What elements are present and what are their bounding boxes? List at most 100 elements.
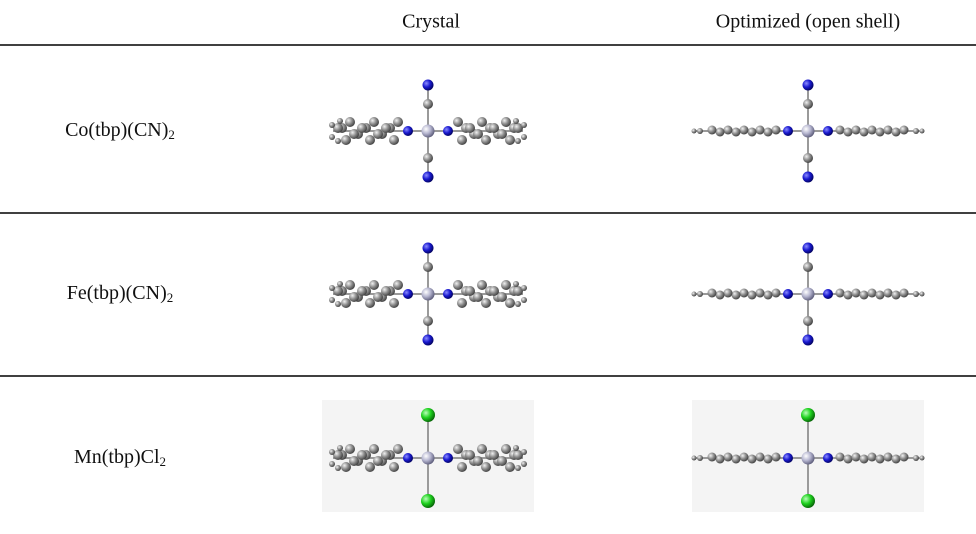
atom bbox=[403, 453, 413, 463]
atom bbox=[422, 288, 435, 301]
atom bbox=[389, 135, 399, 145]
atom bbox=[489, 123, 499, 133]
atom bbox=[515, 301, 521, 307]
atom bbox=[423, 335, 434, 346]
atom bbox=[783, 126, 793, 136]
atom bbox=[477, 280, 487, 290]
column-header: Optimized (open shell) bbox=[716, 11, 900, 34]
atom bbox=[345, 444, 355, 454]
atom bbox=[329, 122, 335, 128]
atom bbox=[900, 126, 909, 135]
atom bbox=[423, 243, 434, 254]
atom bbox=[823, 289, 833, 299]
atom bbox=[823, 453, 833, 463]
atom bbox=[465, 286, 475, 296]
atom bbox=[521, 122, 527, 128]
atom bbox=[393, 117, 403, 127]
atom bbox=[803, 262, 813, 272]
atom bbox=[489, 286, 499, 296]
atom bbox=[369, 280, 379, 290]
atom bbox=[521, 297, 527, 303]
atom bbox=[335, 138, 341, 144]
atom bbox=[740, 289, 749, 298]
atom bbox=[477, 444, 487, 454]
atom bbox=[801, 494, 815, 508]
atom bbox=[341, 462, 351, 472]
atom bbox=[443, 453, 453, 463]
atom bbox=[697, 455, 703, 461]
atom bbox=[345, 280, 355, 290]
atom bbox=[501, 117, 511, 127]
atom bbox=[357, 450, 367, 460]
atom bbox=[381, 450, 391, 460]
atom bbox=[341, 298, 351, 308]
atom bbox=[692, 129, 697, 134]
atom bbox=[884, 289, 893, 298]
atom bbox=[423, 262, 433, 272]
atom bbox=[443, 126, 453, 136]
atom bbox=[335, 465, 341, 471]
atom bbox=[465, 123, 475, 133]
atom bbox=[403, 126, 413, 136]
atom bbox=[357, 286, 367, 296]
atom bbox=[513, 445, 519, 451]
atom bbox=[365, 135, 375, 145]
atom bbox=[884, 453, 893, 462]
atom bbox=[836, 453, 845, 462]
atom bbox=[393, 280, 403, 290]
atom bbox=[381, 286, 391, 296]
atom bbox=[852, 453, 861, 462]
atom bbox=[716, 128, 725, 137]
atom bbox=[697, 291, 703, 297]
atom bbox=[692, 292, 697, 297]
atom bbox=[329, 297, 335, 303]
atom bbox=[748, 291, 757, 300]
atom bbox=[920, 292, 925, 297]
atom bbox=[465, 450, 475, 460]
atom bbox=[335, 301, 341, 307]
atom bbox=[748, 455, 757, 464]
atom bbox=[501, 444, 511, 454]
atom bbox=[852, 289, 861, 298]
atom bbox=[732, 291, 741, 300]
atom bbox=[803, 316, 813, 326]
atom bbox=[497, 292, 507, 302]
atom bbox=[349, 456, 359, 466]
atom bbox=[772, 289, 781, 298]
atom bbox=[505, 135, 515, 145]
row-label: Mn(tbp)Cl2 bbox=[74, 446, 166, 470]
atom bbox=[708, 126, 717, 135]
column-header: Crystal bbox=[402, 11, 460, 34]
atom bbox=[802, 452, 815, 465]
atom bbox=[373, 129, 383, 139]
atom bbox=[772, 126, 781, 135]
atom bbox=[764, 128, 773, 137]
atom bbox=[329, 461, 335, 467]
atom bbox=[521, 461, 527, 467]
atom bbox=[740, 453, 749, 462]
formula: Mn(tbp)Cl bbox=[74, 446, 160, 468]
atom bbox=[708, 453, 717, 462]
formula: Fe(tbp)(CN) bbox=[67, 282, 167, 304]
atom bbox=[521, 285, 527, 291]
atom bbox=[521, 449, 527, 455]
atom bbox=[457, 462, 467, 472]
subscript: 2 bbox=[168, 127, 175, 142]
atom bbox=[365, 298, 375, 308]
atom bbox=[772, 453, 781, 462]
atom bbox=[860, 455, 869, 464]
atom bbox=[422, 125, 435, 138]
row-label: Fe(tbp)(CN)2 bbox=[67, 282, 173, 306]
atom bbox=[373, 292, 383, 302]
atom bbox=[477, 117, 487, 127]
atom bbox=[515, 138, 521, 144]
atom bbox=[421, 408, 435, 422]
atom bbox=[783, 453, 793, 463]
atom bbox=[457, 135, 467, 145]
atom bbox=[803, 243, 814, 254]
atom bbox=[764, 455, 773, 464]
atom bbox=[497, 129, 507, 139]
atom bbox=[732, 128, 741, 137]
atom bbox=[844, 128, 853, 137]
atom bbox=[697, 128, 703, 134]
